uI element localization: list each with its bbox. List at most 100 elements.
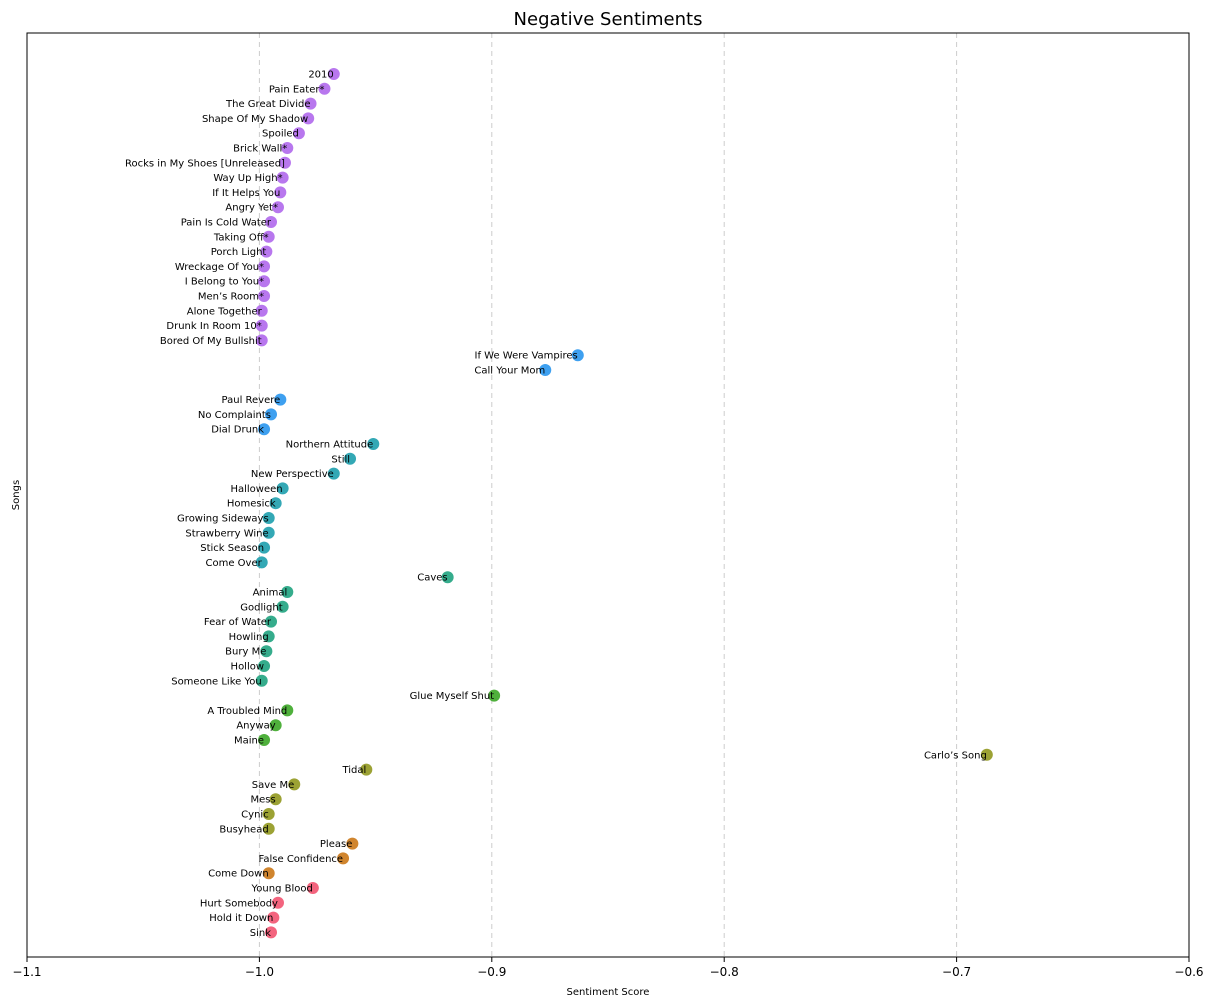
data-point [278,156,291,169]
points-layer: 2010 Pain Eater* The Great Divide Shape Of … [125,68,993,939]
data-point-label: Paul Revere [222,395,281,406]
data-point-label: New Perspective [251,469,334,480]
data-point-label: Save Me [252,780,295,791]
data-point [276,171,289,184]
data-point-label: Fear of Water [204,617,272,628]
data-point-label: Glue Myself Shut [410,691,495,702]
data-point-label: I Belong to You* [185,277,264,288]
x-tick-label: −0.7 [942,965,971,979]
data-point-label: Angry Yet* [225,203,278,214]
data-point [269,719,282,732]
data-point [262,808,275,820]
data-point-label: Anyway [236,721,275,732]
data-point-label: Homesick [227,499,276,510]
data-point [262,867,275,880]
data-point-label: Strawberry Wine [185,528,268,539]
data-point [306,882,319,894]
data-point [262,512,275,524]
data-point [276,482,289,495]
data-point [281,142,294,154]
data-point [337,852,350,865]
x-tick-label: −1.0 [245,965,274,979]
data-point [255,556,268,569]
data-point-label: Call Your Mom [474,366,545,377]
x-tick-label: −0.9 [477,965,506,979]
data-point-label: Cynic [241,810,269,821]
data-point [255,319,268,332]
data-point [488,689,501,702]
x-tick-label: −0.8 [710,965,739,979]
data-point-label: Shape Of My Shadow [202,114,308,125]
data-point [539,364,552,376]
data-point [276,600,289,613]
data-point [269,793,282,806]
data-point-label: Sink [250,928,271,939]
data-point [258,260,271,273]
data-point [302,112,315,125]
data-point-label: Pain Is Cold Water [181,218,272,229]
data-point-label: Pain Eater* [269,84,325,95]
data-point [292,127,305,140]
data-point-label: Caves [417,573,447,584]
data-point [255,304,268,317]
data-point-label: Northern Attitude [286,440,374,451]
data-point [260,245,273,258]
plot-frame [26,32,1190,958]
data-point-label: Bury Me [225,647,266,658]
data-point-label: A Troubled Mind [207,706,287,717]
x-tick-label: −1.1 [12,965,41,979]
data-point [304,97,317,110]
data-point [258,660,271,672]
data-point-label: No Complaints [198,410,271,421]
data-point-label: Animal [253,588,288,599]
data-point-label: Men’s Room* [198,292,264,303]
data-point [262,822,275,835]
data-point-label: Howling [229,632,269,643]
data-point [571,349,584,362]
data-point [258,734,271,746]
data-point-label: Drunk In Room 10* [166,321,261,332]
y-axis-title: Songs [11,480,22,510]
data-point-label: Someone Like You [171,676,262,687]
data-point [265,408,278,421]
data-point [360,763,373,776]
data-point [274,393,287,406]
x-tick-label: −0.6 [1174,965,1203,979]
data-point-label: If It Helps You [212,188,280,199]
data-point-label: Taking Off* [213,232,269,243]
data-point-label: Rocks in My Shoes [Unreleased] [125,158,285,169]
data-point-label: Godlight [240,602,282,613]
data-point-label: Busyhead [219,824,268,835]
data-point [255,334,268,347]
data-point [288,778,301,791]
data-point [265,216,278,228]
data-point [269,497,282,510]
data-point-label: Tidal [341,765,366,776]
data-point [318,82,331,95]
data-point [255,674,268,687]
data-point [980,748,993,761]
data-point [265,615,278,628]
x-axis-title: Sentiment Score [567,987,650,998]
data-point-label: Spoiled [262,129,299,140]
chart-title: Negative Sentiments [514,9,703,30]
data-point [271,896,284,909]
data-point-label: Alone Together [187,306,263,317]
data-point [262,526,275,539]
data-point [265,926,278,939]
data-point [327,68,340,80]
data-point [258,541,271,554]
data-point [367,438,380,450]
data-point-label: Brick Wall* [233,144,287,155]
data-point-label: Porch Light [211,247,267,258]
data-point [271,201,284,214]
data-point [281,586,294,598]
data-point [274,186,287,199]
data-point-label: Bored Of My Bullshit [160,336,262,347]
data-point [258,423,271,436]
data-point-label: Carlo’s Song [924,750,987,761]
data-point-label: 2010 [308,70,333,81]
data-point-label: If We Were Vampires [475,351,578,362]
grid-layer [258,33,958,957]
